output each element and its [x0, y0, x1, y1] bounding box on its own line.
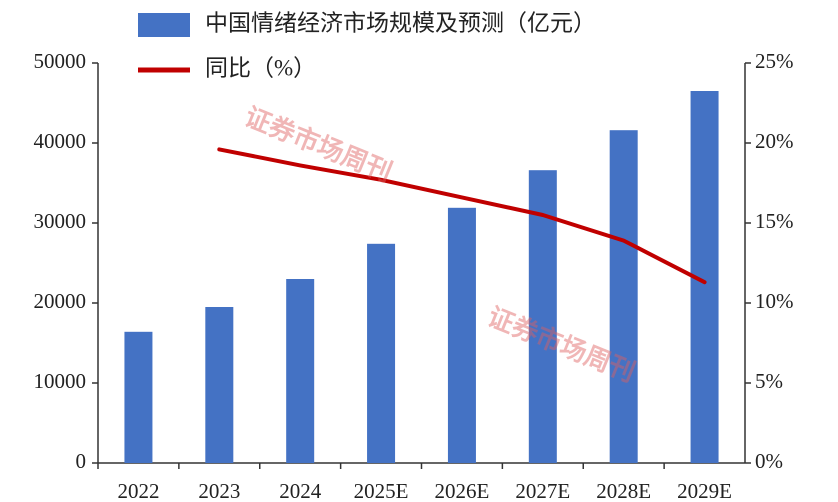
y-tick-label: 50000: [34, 49, 87, 73]
y-tick-label: 0: [76, 449, 87, 473]
x-tick-label: 2029E: [677, 479, 732, 502]
bar: [286, 279, 315, 463]
watermark: 证券市场周刊: [241, 101, 397, 187]
bar: [205, 307, 234, 463]
y2-tick-label: 0%: [755, 449, 783, 473]
x-tick-label: 2022: [117, 479, 159, 502]
bar: [367, 243, 396, 463]
y-tick-label: 40000: [34, 129, 87, 153]
y-tick-label: 20000: [34, 289, 87, 313]
legend-label: 同比（%）: [205, 55, 316, 80]
legend-label: 中国情绪经济市场规模及预测（亿元）: [205, 10, 596, 35]
x-tick-label: 2027E: [515, 479, 570, 502]
x-tick-label: 2025E: [354, 479, 409, 502]
y2-tick-label: 20%: [755, 129, 794, 153]
bar: [447, 207, 476, 463]
bar: [124, 331, 153, 463]
x-tick-label: 2024: [279, 479, 322, 502]
x-tick-label: 2028E: [596, 479, 651, 502]
y-tick-label: 30000: [34, 209, 87, 233]
y2-tick-label: 10%: [755, 289, 794, 313]
legend-swatch: [138, 13, 190, 37]
line: [217, 147, 707, 285]
y-tick-label: 10000: [34, 369, 87, 393]
bar: [609, 130, 638, 463]
y2-tick-label: 5%: [755, 369, 783, 393]
y2-tick-label: 15%: [755, 209, 794, 233]
y2-tick-label: 25%: [755, 49, 794, 73]
x-tick-label: 2023: [198, 479, 240, 502]
x-tick-label: 2026E: [435, 479, 490, 502]
